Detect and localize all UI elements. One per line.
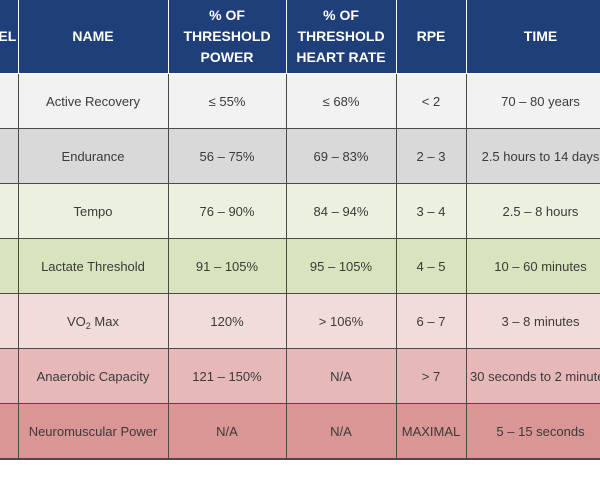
header-hr-line-1: % OF <box>323 7 359 23</box>
rpe-cell: 6 – 7 <box>395 293 467 349</box>
name-cell: Anaerobic Capacity <box>17 348 169 404</box>
table-row: 2 Endurance 56 – 75% 69 – 83% 2 – 3 2.5 … <box>0 128 600 184</box>
header-power-line-1: % OF <box>209 7 245 23</box>
header-hr-line-2: THRESHOLD <box>297 28 385 44</box>
rpe-cell: < 2 <box>395 73 467 129</box>
level-cell: 7 <box>0 403 19 460</box>
name-cell: VO2 Max <box>17 293 169 349</box>
heart-rate-cell: > 106% <box>285 293 397 349</box>
table-row: 4 Lactate Threshold 91 – 105% 95 – 105% … <box>0 238 600 294</box>
table-row: 6 Anaerobic Capacity 121 – 150% N/A > 7 … <box>0 348 600 404</box>
level-cell: 4 <box>0 238 19 294</box>
table-row: 3 Tempo 76 – 90% 84 – 94% 3 – 4 2.5 – 8 … <box>0 183 600 239</box>
header-power-line-3: POWER <box>200 49 254 65</box>
heart-rate-cell: N/A <box>285 403 397 460</box>
table-row: 7 Neuromuscular Power N/A N/A MAXIMAL 5 … <box>0 403 600 460</box>
name-cell: Endurance <box>17 128 169 184</box>
name-cell: Tempo <box>17 183 169 239</box>
header-power-line-2: THRESHOLD <box>183 28 271 44</box>
power-cell: 56 – 75% <box>167 128 287 184</box>
header-time: TIME <box>465 0 600 74</box>
level-cell: 2 <box>0 128 19 184</box>
heart-rate-cell: 84 – 94% <box>285 183 397 239</box>
heart-rate-cell: ≤ 68% <box>285 73 397 129</box>
table-row: 5 VO2 Max 120% > 106% 6 – 7 3 – 8 minute… <box>0 293 600 349</box>
power-cell: ≤ 55% <box>167 73 287 129</box>
time-cell: 30 seconds to 2 minutes <box>465 348 600 404</box>
name-prefix: VO <box>67 313 86 329</box>
table-row: 1 Active Recovery ≤ 55% ≤ 68% < 2 70 – 8… <box>0 73 600 129</box>
rpe-cell: 4 – 5 <box>395 238 467 294</box>
power-cell: N/A <box>167 403 287 460</box>
header-level: LEVEL <box>0 0 19 74</box>
header-heart-rate: % OF THRESHOLD HEART RATE <box>285 0 397 74</box>
time-cell: 2.5 hours to 14 days <box>465 128 600 184</box>
name-suffix: Max <box>90 313 119 329</box>
training-zones-table: LEVEL NAME % OF THRESHOLD POWER % OF THR… <box>0 0 600 460</box>
header-hr-line-3: HEART RATE <box>296 49 386 65</box>
rpe-cell: > 7 <box>395 348 467 404</box>
name-cell: Neuromuscular Power <box>17 403 169 460</box>
name-subscript: 2 <box>85 320 91 331</box>
power-cell: 76 – 90% <box>167 183 287 239</box>
time-cell: 70 – 80 years <box>465 73 600 129</box>
rpe-cell: 3 – 4 <box>395 183 467 239</box>
header-rpe: RPE <box>395 0 467 74</box>
heart-rate-cell: 95 – 105% <box>285 238 397 294</box>
header-name: NAME <box>17 0 169 74</box>
level-cell: 6 <box>0 348 19 404</box>
level-cell: 5 <box>0 293 19 349</box>
name-cell: Active Recovery <box>17 73 169 129</box>
power-cell: 120% <box>167 293 287 349</box>
heart-rate-cell: N/A <box>285 348 397 404</box>
rpe-cell: 2 – 3 <box>395 128 467 184</box>
level-cell: 3 <box>0 183 19 239</box>
time-cell: 5 – 15 seconds <box>465 403 600 460</box>
power-cell: 91 – 105% <box>167 238 287 294</box>
level-cell: 1 <box>0 73 19 129</box>
time-cell: 2.5 – 8 hours <box>465 183 600 239</box>
table-header-row: LEVEL NAME % OF THRESHOLD POWER % OF THR… <box>0 0 600 74</box>
power-cell: 121 – 150% <box>167 348 287 404</box>
name-cell: Lactate Threshold <box>17 238 169 294</box>
time-cell: 10 – 60 minutes <box>465 238 600 294</box>
time-cell: 3 – 8 minutes <box>465 293 600 349</box>
heart-rate-cell: 69 – 83% <box>285 128 397 184</box>
header-power: % OF THRESHOLD POWER <box>167 0 287 74</box>
rpe-cell: MAXIMAL <box>395 403 467 460</box>
